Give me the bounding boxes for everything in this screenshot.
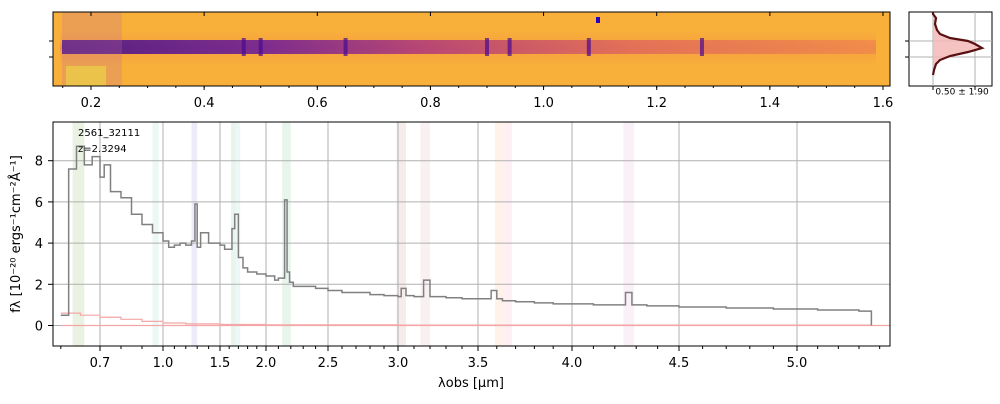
spectrum-2d-emission-line [507,38,512,56]
spectrum-2d-noise-yellow [66,66,106,86]
emission-band [494,122,505,346]
main-xtick-label: 1.5 [210,356,231,371]
spectrum-2d-emission-line [343,38,348,56]
spectrum-2d-tick-label: 0.8 [420,96,441,111]
main-xtick-label: 4.5 [669,356,690,371]
y-axis-label: fλ [10⁻²⁰ ergs⁻¹cm⁻²Å⁻¹] [8,155,24,313]
profile-annotation: 0.50 ± 1.90 [935,88,989,98]
main-xaxis: 0.7 1.0 1.5 2.0 2.5 3.0 3.5 4.0 4.5 5.0 [60,346,881,371]
main-ytick-label: 4 [35,237,43,252]
main-ytick-label: 6 [35,196,43,211]
spectrum-2d-tick-label: 1.0 [533,96,554,111]
spectrum-1d-panel: 0.7 1.0 1.5 2.0 2.5 3.0 3.5 4.0 4.5 5.0 0 2 4 6 8 256… [8,121,891,391]
spectrum-2d-tick-label: 1.4 [760,96,781,111]
main-xtick-label: 4.0 [562,356,583,371]
spectrum-2d-tick-label: 0.2 [81,96,102,111]
emission-band [72,122,85,346]
spectrum-2d-noise-left [62,12,122,86]
spectrum-2d-artifact [596,17,600,23]
spectrum-2d-tick-label: 0.4 [194,96,215,111]
emission-band [420,122,430,346]
profile-panel: 0.50 ± 1.90 [905,11,993,98]
flux-series-line [60,145,873,326]
emission-band [396,122,406,346]
main-xtick-label: 3.0 [388,356,409,371]
main-xtick-label: 1.0 [153,356,174,371]
spectrum-2d-frame [52,11,891,87]
emission-band [152,122,159,346]
profile-line [931,12,985,76]
spectrum-2d-emission-line [241,38,246,56]
main-xtick-label: 5.0 [787,356,808,371]
spectrum-2d-lines [241,38,704,56]
profile-fill [933,12,982,75]
main-plot-background [53,122,890,346]
emission-band [623,122,635,346]
redshift-label: z=2.3294 [78,144,127,155]
spectrum-2d-emission-line [699,38,704,56]
main-plot-frame [52,121,891,347]
spectrum-2d-trace [62,40,876,54]
emission-band [231,122,236,346]
emission-band [504,122,512,346]
main-xtick-label: 2.5 [318,356,339,371]
main-yaxis: 0 2 4 6 8 [35,155,53,335]
spectrum-2d-tick-label: 1.6 [873,96,894,111]
spectrum-2d-emission-line [485,38,489,56]
object-id-label: 2561_32111 [78,128,140,139]
spectrum-2d-tick-label: 1.2 [646,96,667,111]
x-axis-label: λobs [μm] [438,376,504,391]
main-xtick-label: 0.7 [90,356,111,371]
main-ytick-label: 2 [35,278,43,293]
spectrum-2d-emission-line [586,38,591,56]
main-ytick-label: 8 [35,155,43,170]
spectrum-2d-xaxis: 0.2 0.4 0.6 0.8 1.0 1.2 1.4 1.6 [62,12,894,111]
spectrum-2d-tick-label: 0.6 [307,96,328,111]
main-xtick-label: 3.5 [468,356,489,371]
spectrum-2d-panel: 0.2 0.4 0.6 0.8 1.0 1.2 1.4 1.6 [49,11,894,111]
main-ytick-label: 0 [35,320,43,335]
main-xtick-label: 2.0 [256,356,277,371]
spectrum-2d-emission-line [258,38,263,56]
